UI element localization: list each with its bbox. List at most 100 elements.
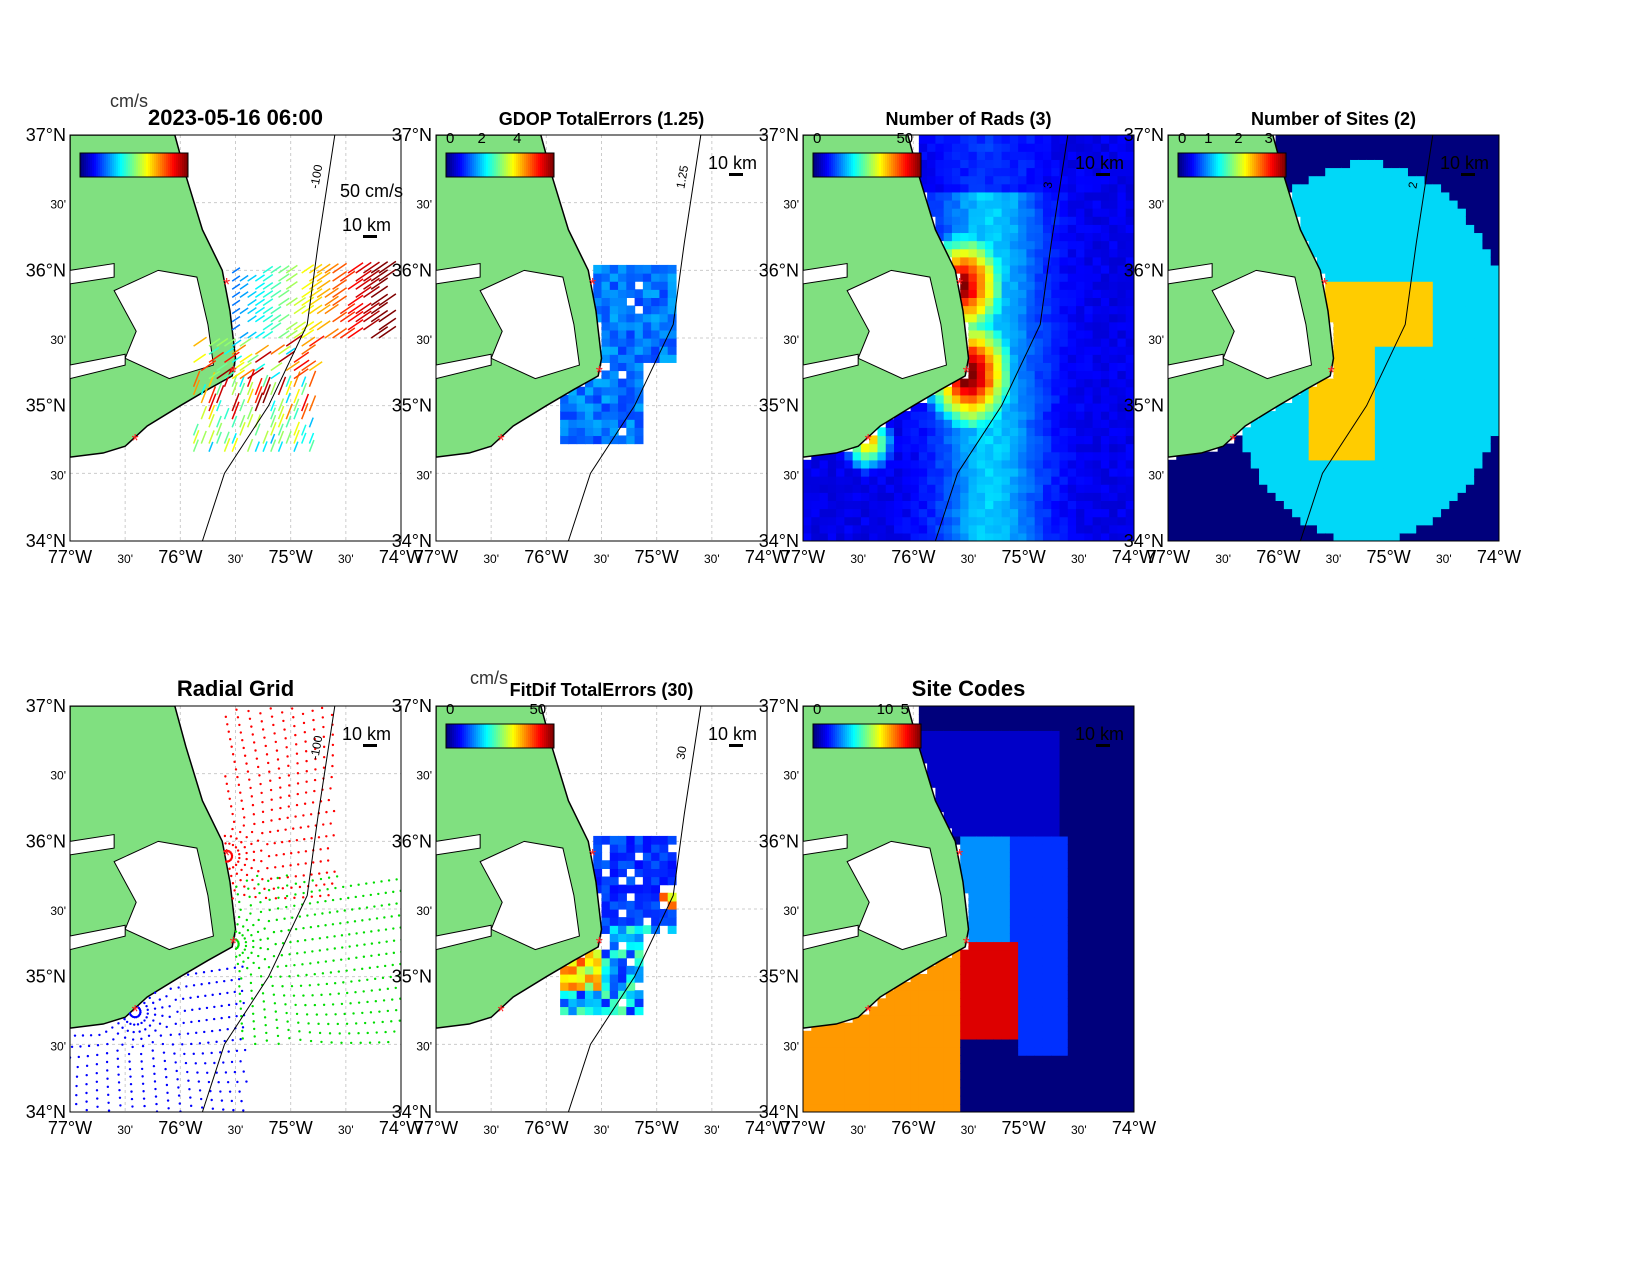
field-cell [960, 419, 969, 428]
field-cell [1300, 427, 1309, 436]
field-cell [1018, 379, 1027, 388]
radial-grid-point [227, 1151, 229, 1153]
field-cell [1474, 346, 1483, 355]
colorbar-swatch [544, 153, 546, 177]
field-cell [844, 533, 853, 542]
radial-grid-point [90, 1034, 92, 1036]
field-cell [1474, 265, 1483, 274]
field-cell [1408, 403, 1417, 412]
field-cell [1400, 517, 1409, 526]
radial-grid-point [19, 1101, 21, 1103]
field-cell [602, 330, 611, 339]
colorbar-swatch [496, 153, 498, 177]
radial-grid-point [44, 1136, 46, 1138]
radial-grid-point [243, 1002, 245, 1004]
field-cell [610, 322, 619, 331]
field-cell [1449, 330, 1458, 339]
radial-grid-point [235, 837, 237, 839]
radial-grid-point [330, 1041, 332, 1043]
radial-grid-point [300, 826, 302, 828]
field-cell [1334, 517, 1343, 526]
colorbar-swatch [899, 153, 901, 177]
field-cell [1416, 411, 1425, 420]
field-cell [1325, 484, 1334, 493]
colorbar-swatch [1242, 153, 1244, 177]
field-cell [1482, 322, 1491, 331]
field-cell [1168, 484, 1177, 493]
field-cell [1317, 208, 1326, 217]
field-cell [1334, 281, 1343, 290]
field-cell [1060, 533, 1069, 542]
field-cell [1126, 509, 1135, 518]
radial-grid-point [193, 984, 195, 986]
radial-grid-point [379, 989, 381, 991]
field-cell [1026, 241, 1035, 250]
field-cell [1334, 249, 1343, 258]
radial-grid-point [239, 1161, 241, 1163]
field-cell [1367, 338, 1376, 347]
field-cell [1433, 249, 1442, 258]
field-cell [1242, 509, 1251, 518]
field-cell [1018, 297, 1027, 306]
field-cell [1076, 452, 1085, 461]
radial-grid-point [108, 1109, 110, 1111]
field-cell [1400, 265, 1409, 274]
field-cell [1093, 249, 1102, 258]
field-cell [1060, 241, 1069, 250]
field-cell [585, 974, 594, 983]
field-cell [1251, 476, 1260, 485]
field-cell [1093, 379, 1102, 388]
radial-grid-point [182, 1149, 184, 1151]
field-cell [593, 966, 602, 975]
field-cell [1076, 297, 1085, 306]
field-cell [1084, 354, 1093, 363]
field-cell [1317, 452, 1326, 461]
field-cell [1375, 338, 1384, 347]
field-cell [886, 492, 895, 501]
field-cell [877, 517, 886, 526]
field-cell [944, 387, 953, 396]
panel-title: Number of Sites (2) [1251, 109, 1416, 129]
field-cell [1026, 370, 1035, 379]
radial-grid-point [341, 1003, 343, 1005]
radial-grid-point [34, 1138, 36, 1140]
colorbar-swatch [150, 153, 152, 177]
radial-grid-point [243, 885, 245, 887]
field-cell [1350, 517, 1359, 526]
site-marker-icon: * [956, 275, 963, 295]
field-cell [1060, 395, 1069, 404]
radial-grid-point [131, 1098, 133, 1100]
radial-grid-point [0, 1047, 2, 1049]
radial-grid-point [261, 720, 263, 722]
radial-grid-point [142, 1083, 144, 1085]
radial-grid-point [106, 1078, 108, 1080]
field-cell [1043, 167, 1052, 176]
field-cell [659, 306, 668, 315]
field-cell [993, 525, 1002, 534]
field-cell [1400, 500, 1409, 509]
field-cell [977, 297, 986, 306]
field-cell [1309, 208, 1318, 217]
field-cell [969, 517, 978, 526]
radial-grid-point [319, 1032, 321, 1034]
radial-grid-point [228, 868, 230, 870]
field-cell [886, 484, 895, 493]
lon-tick-label: 74°W [1477, 547, 1521, 567]
field-cell [1026, 517, 1035, 526]
field-cell [1201, 476, 1210, 485]
field-cell [1060, 216, 1069, 225]
field-cell [1026, 387, 1035, 396]
colorbar-swatch [887, 153, 889, 177]
field-cell [1400, 419, 1409, 428]
field-cell [1482, 241, 1491, 250]
field-cell [985, 509, 994, 518]
radial-grid-point [35, 1058, 37, 1060]
radial-grid-point [235, 886, 237, 888]
field-cell [1026, 159, 1035, 168]
field-cell [1084, 265, 1093, 274]
field-cell [602, 419, 611, 428]
field-cell [1226, 500, 1235, 509]
field-cell [1093, 265, 1102, 274]
field-cell [1449, 143, 1458, 152]
field-cell [1002, 273, 1011, 282]
